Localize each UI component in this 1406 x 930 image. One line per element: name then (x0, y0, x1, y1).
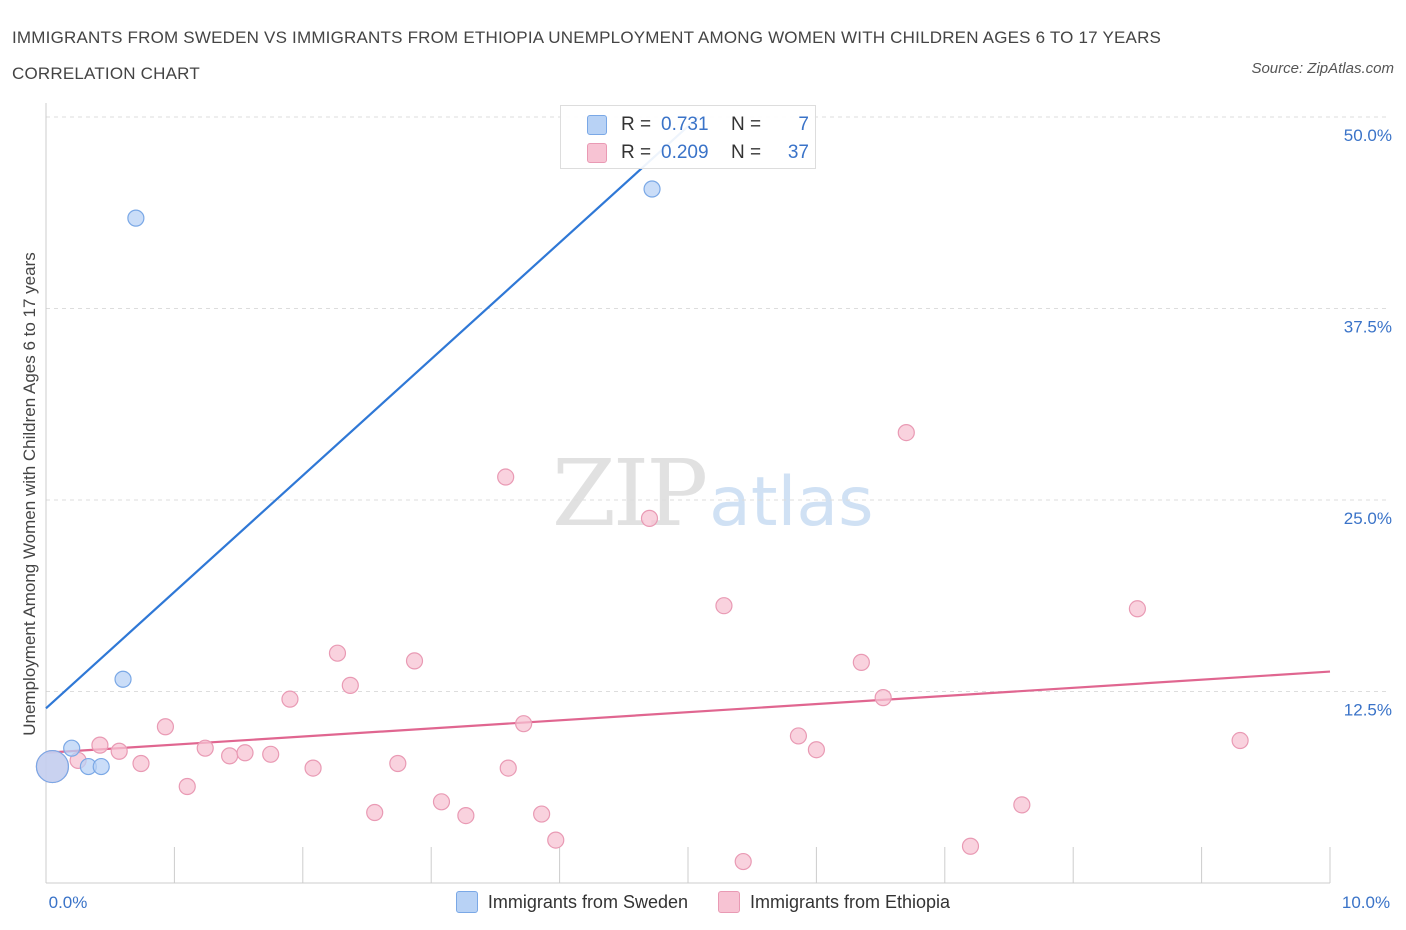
data-point-ethiopia (328, 644, 347, 662)
y-tick-labels: 12.5% 25.0% 37.5% 50.0% (1344, 126, 1392, 720)
x-tick-labels: 0.0% 10.0% (49, 893, 1390, 912)
data-point-sweden (643, 180, 661, 198)
data-point-ethiopia (852, 653, 870, 671)
r-value: 0.731 (661, 114, 709, 135)
n-label: N = (731, 114, 762, 135)
legend-swatch-sweden (455, 891, 478, 913)
trend-lines (45, 116, 1331, 754)
trend-line-sweden (45, 116, 700, 710)
data-point-ethiopia (432, 793, 451, 811)
y-axis-label: Unemployment Among Women with Children A… (20, 252, 39, 736)
stats-row-ethiopia: R = 0.209 N = 37 (587, 139, 809, 167)
x-tick-label: 10.0% (1342, 893, 1390, 912)
data-point-ethiopia (389, 754, 407, 773)
data-point-ethiopia (304, 759, 322, 777)
data-point-sweden (127, 209, 145, 227)
legend-item-sweden: Immigrants from Sweden (455, 891, 688, 913)
watermark-atlas: atlas (709, 463, 874, 542)
data-point-ethiopia (1128, 600, 1147, 618)
n-value: 7 (798, 114, 809, 135)
data-point-ethiopia (91, 736, 109, 754)
r-label: R = (621, 114, 652, 135)
n-value: 37 (787, 142, 809, 163)
data-point-ethiopia (961, 837, 980, 855)
data-point-ethiopia (640, 509, 659, 527)
source-label: Source: ZipAtlas.com (1251, 60, 1394, 77)
data-point-ethiopia (547, 831, 565, 849)
y-tick-label: 50.0% (1344, 126, 1392, 145)
data-point-ethiopia (1013, 796, 1031, 814)
data-point-ethiopia (515, 715, 533, 733)
data-point-ethiopia (196, 739, 214, 757)
data-point-ethiopia (281, 690, 299, 708)
watermark-zip: ZIP (552, 440, 708, 547)
n-label: N = (731, 142, 762, 163)
x-tick-label: 0.0% (49, 893, 88, 912)
data-point-ethiopia (499, 759, 517, 777)
data-point-ethiopia (734, 852, 752, 871)
y-tick-label: 25.0% (1344, 509, 1392, 528)
chart-title: IMMIGRANTS FROM SWEDEN VS IMMIGRANTS FRO… (12, 28, 1162, 83)
sweden-swatch (587, 115, 607, 135)
data-point-ethiopia (1231, 731, 1249, 750)
data-point-ethiopia (366, 803, 384, 822)
axes (45, 103, 1331, 884)
legend-swatch-ethiopia (718, 891, 740, 913)
data-point-ethiopia (497, 468, 515, 486)
data-point-ethiopia (789, 727, 808, 745)
y-tick-label: 12.5% (1344, 701, 1392, 720)
data-points (35, 180, 1249, 871)
gridlines (46, 116, 1390, 692)
legend-label-sweden: Immigrants from Sweden (487, 891, 688, 912)
ethiopia-swatch (587, 143, 607, 163)
data-point-ethiopia (110, 742, 128, 760)
data-point-ethiopia (221, 747, 239, 765)
data-point-ethiopia (897, 423, 915, 442)
r-label: R = (621, 142, 652, 163)
data-point-ethiopia (807, 741, 826, 759)
data-point-ethiopia (341, 676, 359, 694)
data-point-ethiopia (715, 597, 733, 615)
trend-line-ethiopia (45, 670, 1331, 754)
stats-row-sweden: R = 0.731 N = 7 (587, 111, 809, 139)
y-tick-label: 37.5% (1344, 318, 1392, 337)
data-point-sweden (92, 757, 110, 776)
data-point-ethiopia (262, 745, 280, 763)
legend: Immigrants from Sweden Immigrants from E… (0, 889, 1406, 915)
data-point-sweden (114, 670, 132, 688)
data-point-sweden (35, 749, 70, 784)
data-point-ethiopia (156, 718, 175, 736)
legend-label-ethiopia: Immigrants from Ethiopia (750, 891, 951, 912)
data-point-ethiopia (132, 754, 150, 773)
data-point-ethiopia (405, 652, 424, 670)
watermark: ZIPatlas (552, 440, 874, 547)
data-point-ethiopia (457, 806, 475, 825)
data-point-ethiopia (236, 744, 254, 762)
data-point-sweden (63, 739, 81, 757)
legend-item-ethiopia: Immigrants from Ethiopia (718, 891, 950, 913)
r-value: 0.209 (661, 142, 709, 163)
stats-box: R = 0.731 N = 7 R = 0.209 N = 37 (560, 105, 816, 169)
data-point-ethiopia (178, 777, 196, 796)
data-point-ethiopia (874, 689, 892, 707)
data-point-ethiopia (533, 805, 551, 823)
